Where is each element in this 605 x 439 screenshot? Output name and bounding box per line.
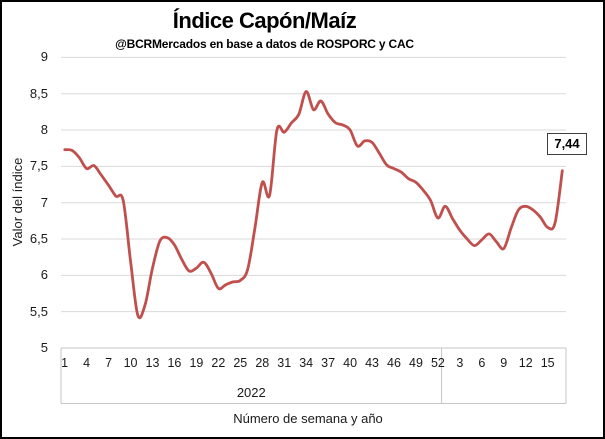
year-label: 2022 [236, 385, 266, 400]
x-tick-label: 19 [189, 356, 204, 370]
y-tick-label: 6 [40, 267, 48, 283]
x-tick-label: 25 [233, 356, 248, 370]
x-tick-label: 40 [343, 356, 358, 370]
x-tick-label: 7 [105, 356, 113, 370]
x-tick-label: 1 [61, 356, 69, 370]
x-tick-label: 13 [145, 356, 160, 370]
x-tick-label: 16 [167, 356, 182, 370]
y-tick-label: 6,5 [29, 231, 48, 247]
x-tick-label: 15 [540, 356, 555, 370]
y-tick-label: 7,5 [29, 158, 48, 174]
chart-subtitle: @BCRMercados en base a datos de ROSPORC … [115, 37, 414, 51]
x-tick-label: 12 [518, 356, 533, 370]
y-tick-label: 9 [40, 49, 48, 65]
x-tick-label: 46 [387, 356, 401, 370]
x-tick-label: 31 [277, 356, 292, 370]
y-tick-label: 7 [40, 194, 48, 210]
x-tick-label: 52 [430, 356, 445, 370]
x-tick-label: 9 [500, 356, 508, 370]
x-tick-label: 28 [255, 356, 270, 370]
x-tick-label: 10 [123, 356, 138, 370]
y-tick-label: 8,5 [29, 85, 48, 101]
x-tick-label: 6 [478, 356, 486, 370]
x-tick-label: 4 [83, 356, 91, 370]
x-tick-label: 3 [456, 356, 464, 370]
x-tick-label: 22 [211, 356, 226, 370]
y-tick-label: 5 [40, 340, 48, 355]
y-tick-label: 5,5 [29, 303, 48, 319]
x-tick-label: 49 [409, 356, 423, 370]
x-tick-label: 43 [365, 356, 379, 370]
chart-title: Índice Capón/Maíz [172, 8, 357, 33]
index-line-series [63, 90, 564, 320]
y-tick-label: 8 [40, 122, 48, 138]
last-value-label: 7,44 [547, 133, 587, 155]
x-tick-label: 34 [299, 356, 314, 370]
x-axis-title: Número de semana y año [233, 411, 383, 426]
x-tick-label: 37 [321, 356, 336, 370]
